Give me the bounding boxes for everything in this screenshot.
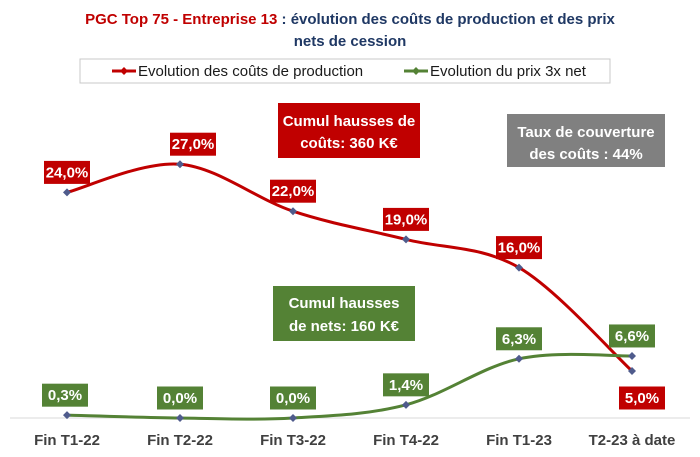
data-label-box [496,236,542,260]
legend-label-costs: Evolution des coûts de production [138,63,363,80]
x-tick-label: Fin T1-22 [34,432,100,449]
x-tick-label: Fin T1-23 [486,432,552,449]
legend: Evolution des coûts de production Evolut… [79,58,611,84]
data-label: 19,0% [383,207,429,231]
annotation-coverage-box [507,114,665,167]
chart-title-line2: nets de cession [294,33,407,50]
data-label: 5,0% [619,386,665,410]
data-point [289,414,297,422]
data-label-box [609,324,655,348]
data-label: 0,0% [270,386,316,410]
annotation-costs-total: Cumul hausses de coûts: 360 K€ [278,103,420,158]
data-label-text: 24,0% [46,164,89,181]
data-point [63,411,71,420]
x-tick-label: Fin T3-22 [260,432,326,449]
data-point [63,188,71,197]
data-label-box [496,327,542,351]
data-label-box [383,373,429,397]
data-label-text: 16,0% [498,240,541,257]
data-label: 16,0% [496,236,542,260]
data-point [515,263,523,272]
x-axis-tick-labels: Fin T1-22 Fin T2-22 Fin T3-22 Fin T4-22 Fin … [34,432,675,449]
data-label-box [270,386,316,410]
annotation-nets-total: Cumul hausses de nets: 160 K€ [273,286,415,341]
data-label-box [619,386,665,410]
data-label-text: 27,0% [172,136,215,153]
annotation-nets-total-line2: de nets: 160 K€ [289,318,400,335]
data-point [628,351,636,360]
annotation-costs-total-line2: coûts: 360 K€ [300,135,398,152]
data-label: 22,0% [270,179,316,203]
series-line-costs [66,162,634,373]
chart-title-highlight: PGC Top 75 - Entreprise 13 [85,11,277,28]
data-label-text: 6,3% [502,331,536,348]
annotation-costs-total-box [278,103,420,158]
data-label-text: 0,0% [163,390,197,407]
data-label-text: 5,0% [625,390,659,407]
series-layer [63,160,636,422]
data-label-text: 6,6% [615,328,649,345]
data-label-box [170,132,216,156]
annotation-nets-total-line1: Cumul hausses [289,295,400,312]
data-label-box [157,386,203,410]
data-label-box [383,207,429,231]
data-label: 1,4% [383,373,429,397]
legend-item-costs: Evolution des coûts de production [112,63,363,80]
x-tick-label: T2-23 à date [589,432,676,449]
annotation-coverage-line1: Taux de couverture [517,124,654,141]
data-point [402,400,410,409]
chart-title-line1: PGC Top 75 - Entreprise 13 : évolution d… [85,11,615,28]
data-label: 0,0% [157,386,203,410]
data-label-box [270,179,316,203]
annotation-coverage: Taux de couverture des coûts : 44% [507,114,665,167]
data-label-text: 0,0% [276,390,310,407]
data-label: 6,3% [496,327,542,351]
data-label-text: 22,0% [272,183,315,200]
legend-label-prices: Evolution du prix 3x net [430,63,587,80]
x-tick-label: Fin T4-22 [373,432,439,449]
legend-marker-prices [412,67,420,75]
data-label-box [44,160,90,184]
data-label-text: 1,4% [389,377,423,394]
data-point [402,235,410,244]
annotation-nets-total-box [273,286,415,341]
series-line-prices [66,352,633,421]
data-point [628,367,636,375]
data-point [176,160,184,169]
data-point [289,207,297,216]
data-point [515,354,523,363]
legend-frame [79,58,611,84]
data-label-text: 19,0% [385,211,428,228]
chart-title-rest: : évolution des coûts de production et d… [277,11,615,28]
data-label: 0,3% [42,383,88,407]
data-label-layer: 24,0% 27,0% 22,0% 19,0% 16,0% 5,0% 0,3% 0,0% 0,0… [42,132,665,410]
annotation-coverage-line2: des coûts : 44% [529,146,642,163]
data-label-text: 0,3% [48,387,82,404]
data-label: 6,6% [609,324,655,348]
annotation-costs-total-line1: Cumul hausses de [283,113,416,130]
legend-item-prices: Evolution du prix 3x net [404,63,587,80]
x-tick-label: Fin T2-22 [147,432,213,449]
data-label: 27,0% [170,132,216,156]
data-label: 24,0% [44,160,90,184]
data-label-box [42,383,88,407]
legend-marker-costs [120,67,128,75]
data-point [176,414,184,422]
